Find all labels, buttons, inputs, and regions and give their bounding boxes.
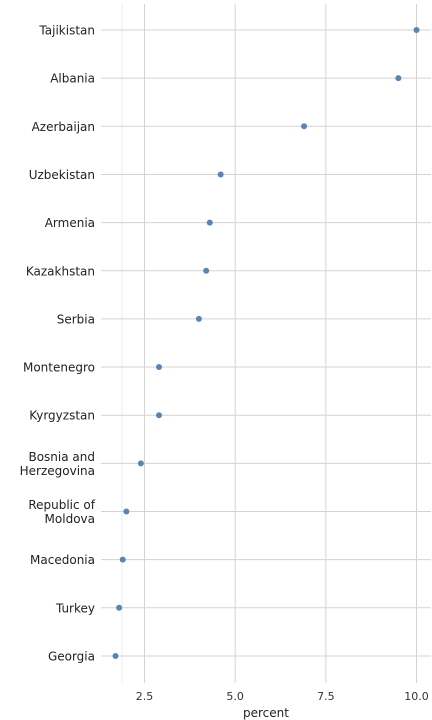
category-label-11: Macedonia xyxy=(30,553,95,567)
x-tick-label-1: 5.0 xyxy=(226,690,244,703)
data-point-9 xyxy=(137,460,144,467)
category-label-12: Turkey xyxy=(55,601,95,615)
data-point-12 xyxy=(116,604,123,611)
category-label-13: Georgia xyxy=(48,649,95,663)
data-point-11 xyxy=(119,556,126,563)
category-label-1: Albania xyxy=(50,72,95,86)
data-points xyxy=(112,27,420,659)
category-label-6: Serbia xyxy=(57,312,95,326)
category-label-3: Uzbekistan xyxy=(29,168,95,182)
data-point-5 xyxy=(203,267,210,274)
category-label-0: Tajikistan xyxy=(38,24,95,38)
x-tick-label-0: 2.5 xyxy=(136,690,154,703)
x-axis-title: percent xyxy=(243,706,289,720)
category-label-8: Kyrgyzstan xyxy=(29,409,95,423)
category-label-5: Kazakhstan xyxy=(26,264,95,278)
x-tick-label-3: 10.0 xyxy=(404,690,429,703)
data-point-1 xyxy=(395,75,402,82)
data-point-10 xyxy=(123,508,130,515)
data-point-6 xyxy=(195,315,202,322)
data-point-3 xyxy=(217,171,224,178)
data-point-2 xyxy=(301,123,308,130)
grid-layer xyxy=(101,4,431,683)
category-label-4: Armenia xyxy=(45,216,95,230)
category-label-10: Republic of Moldova xyxy=(28,498,95,526)
data-point-8 xyxy=(156,412,163,419)
data-point-7 xyxy=(156,364,163,371)
data-point-0 xyxy=(413,27,420,33)
category-label-2: Azerbaijan xyxy=(32,120,95,134)
category-label-9: Bosnia and Herzegovina xyxy=(20,450,95,478)
data-point-13 xyxy=(112,652,119,659)
category-labels: Tajikistan Albania Azerbaijan Uzbekistan Arm… xyxy=(20,24,96,664)
data-point-4 xyxy=(206,219,213,226)
x-axis-ticks: 2.5 5.0 7.5 10.0 xyxy=(136,690,429,703)
category-label-7: Montenegro xyxy=(23,361,95,375)
x-tick-label-2: 7.5 xyxy=(317,690,335,703)
